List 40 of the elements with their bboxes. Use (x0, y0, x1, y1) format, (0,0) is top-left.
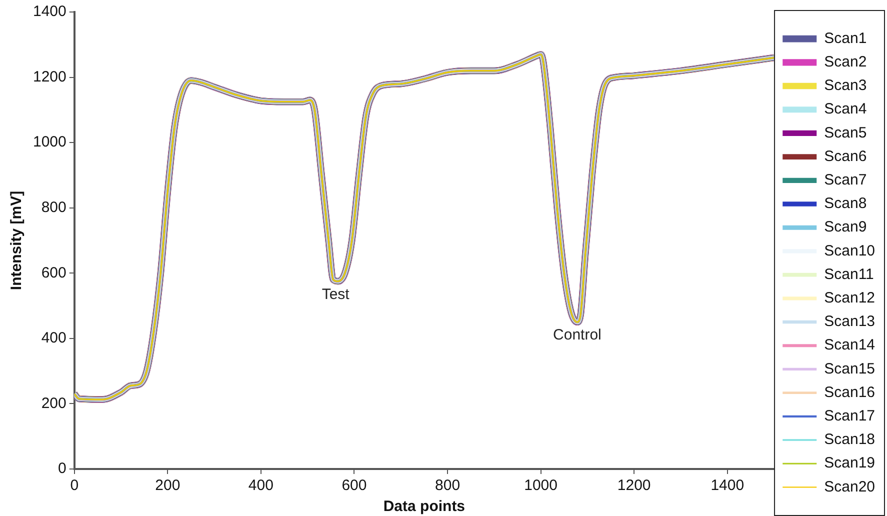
x-tick-label: 200 (155, 477, 180, 494)
y-tick-label: 800 (41, 199, 66, 216)
legend-label: Scan1 (824, 30, 867, 47)
legend-label: Scan4 (824, 100, 867, 118)
legend-label: Scan18 (824, 431, 875, 448)
x-tick-label: 800 (435, 477, 460, 494)
x-tick-label: 600 (342, 477, 367, 494)
y-axis-title: Intensity [mV] (8, 190, 26, 290)
x-tick-label: 1400 (710, 477, 744, 494)
legend-label: Scan2 (824, 54, 867, 71)
legend-label: Scan11 (824, 266, 874, 283)
y-tick-label: 600 (41, 264, 66, 282)
y-tick-label: 0 (58, 460, 66, 478)
x-axis-title: Data points (383, 498, 466, 516)
y-tick-label: 400 (41, 330, 66, 347)
legend-label: Scan7 (824, 172, 867, 189)
legend-label: Scan16 (824, 384, 875, 401)
legend-label: Scan15 (824, 360, 875, 378)
x-tick-label: 1000 (524, 477, 558, 494)
y-tick-label: 1000 (32, 134, 66, 151)
annotation: Test (322, 286, 350, 303)
y-tick-label: 200 (41, 394, 66, 412)
legend-label: Scan3 (824, 77, 867, 94)
legend-label: Scan8 (824, 195, 867, 212)
legend-label: Scan19 (824, 454, 875, 472)
legend-label: Scan9 (824, 218, 867, 236)
legend-label: Scan20 (824, 478, 875, 496)
legend-label: Scan12 (824, 290, 875, 307)
legend-label: Scan6 (824, 148, 867, 165)
legend-label: Scan14 (824, 336, 875, 354)
legend-label: Scan17 (824, 408, 875, 425)
x-tick-label: 0 (70, 477, 79, 494)
annotation: Control (553, 326, 602, 344)
legend-label: Scan13 (824, 313, 875, 330)
legend-label: Scan5 (824, 124, 867, 142)
legend-label: Scan10 (824, 242, 875, 260)
x-tick-label: 400 (248, 477, 274, 494)
x-tick-label: 1200 (617, 477, 651, 494)
y-tick-label: 1400 (32, 3, 66, 20)
y-tick-label: 1200 (32, 68, 66, 86)
